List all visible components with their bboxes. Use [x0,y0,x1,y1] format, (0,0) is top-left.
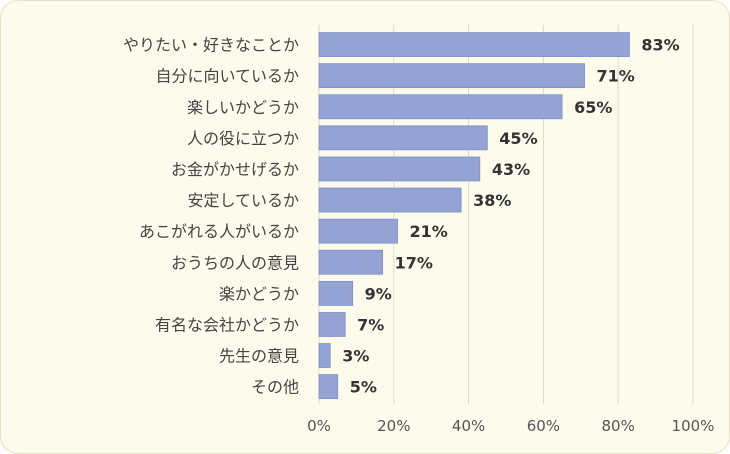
x-tick-label: 20% [377,417,410,435]
category-label: 自分に向いているか [155,67,299,86]
bar [318,156,481,182]
value-label: 38% [473,191,511,210]
value-label: 21% [410,222,448,241]
category-label: やりたい・好きなことか [123,36,299,55]
bar [318,32,630,57]
value-label: 43% [492,160,530,179]
category-label: 有名な会社かどうか [155,315,299,334]
value-label: 71% [597,67,635,86]
x-axis-tick-labels: 0% 20% 40% 60% 80% 100% [307,417,714,435]
category-label: お金がかせげるか [171,160,299,179]
x-tick-label: 60% [527,417,560,435]
bar [318,374,339,400]
category-label: 先生の意見 [219,347,299,366]
category-label: 人の役に立つか [187,129,299,148]
value-label: 5% [350,378,377,397]
bar [318,94,563,120]
category-label: その他 [251,378,299,397]
category-labels: やりたい・好きなことか自分に向いているか楽しいかどうか人の役に立つかお金がかせげ… [123,36,299,397]
category-label: 安定しているか [187,191,299,210]
category-label: 楽しいかどうか [187,98,299,117]
value-label: 9% [365,284,392,303]
x-tick-label: 80% [602,417,635,435]
bar [318,280,354,306]
bar [318,312,346,337]
grid-lines [318,25,694,405]
bar [318,249,383,275]
bar [318,63,585,89]
value-label: 7% [357,315,384,334]
value-label: 3% [342,347,369,366]
category-label: あこがれる人がいるか [139,222,299,241]
x-tick-label: 40% [452,417,485,435]
bar [318,125,488,151]
bar [318,187,462,213]
value-label: 65% [574,98,612,117]
bar [318,218,398,244]
value-label: 17% [395,253,433,272]
category-label: おうちの人の意見 [171,253,299,272]
bars [318,32,630,400]
category-label: 楽かどうか [219,284,299,303]
value-label: 45% [499,129,537,148]
value-labels: 83% 71% 65% 45% 43% 38% 21% 17%9% 7% 3% 5% [342,36,679,397]
bar [318,343,331,368]
x-tick-label: 100% [672,417,715,435]
x-tick-label: 0% [307,417,331,435]
value-label: 83% [641,36,679,55]
